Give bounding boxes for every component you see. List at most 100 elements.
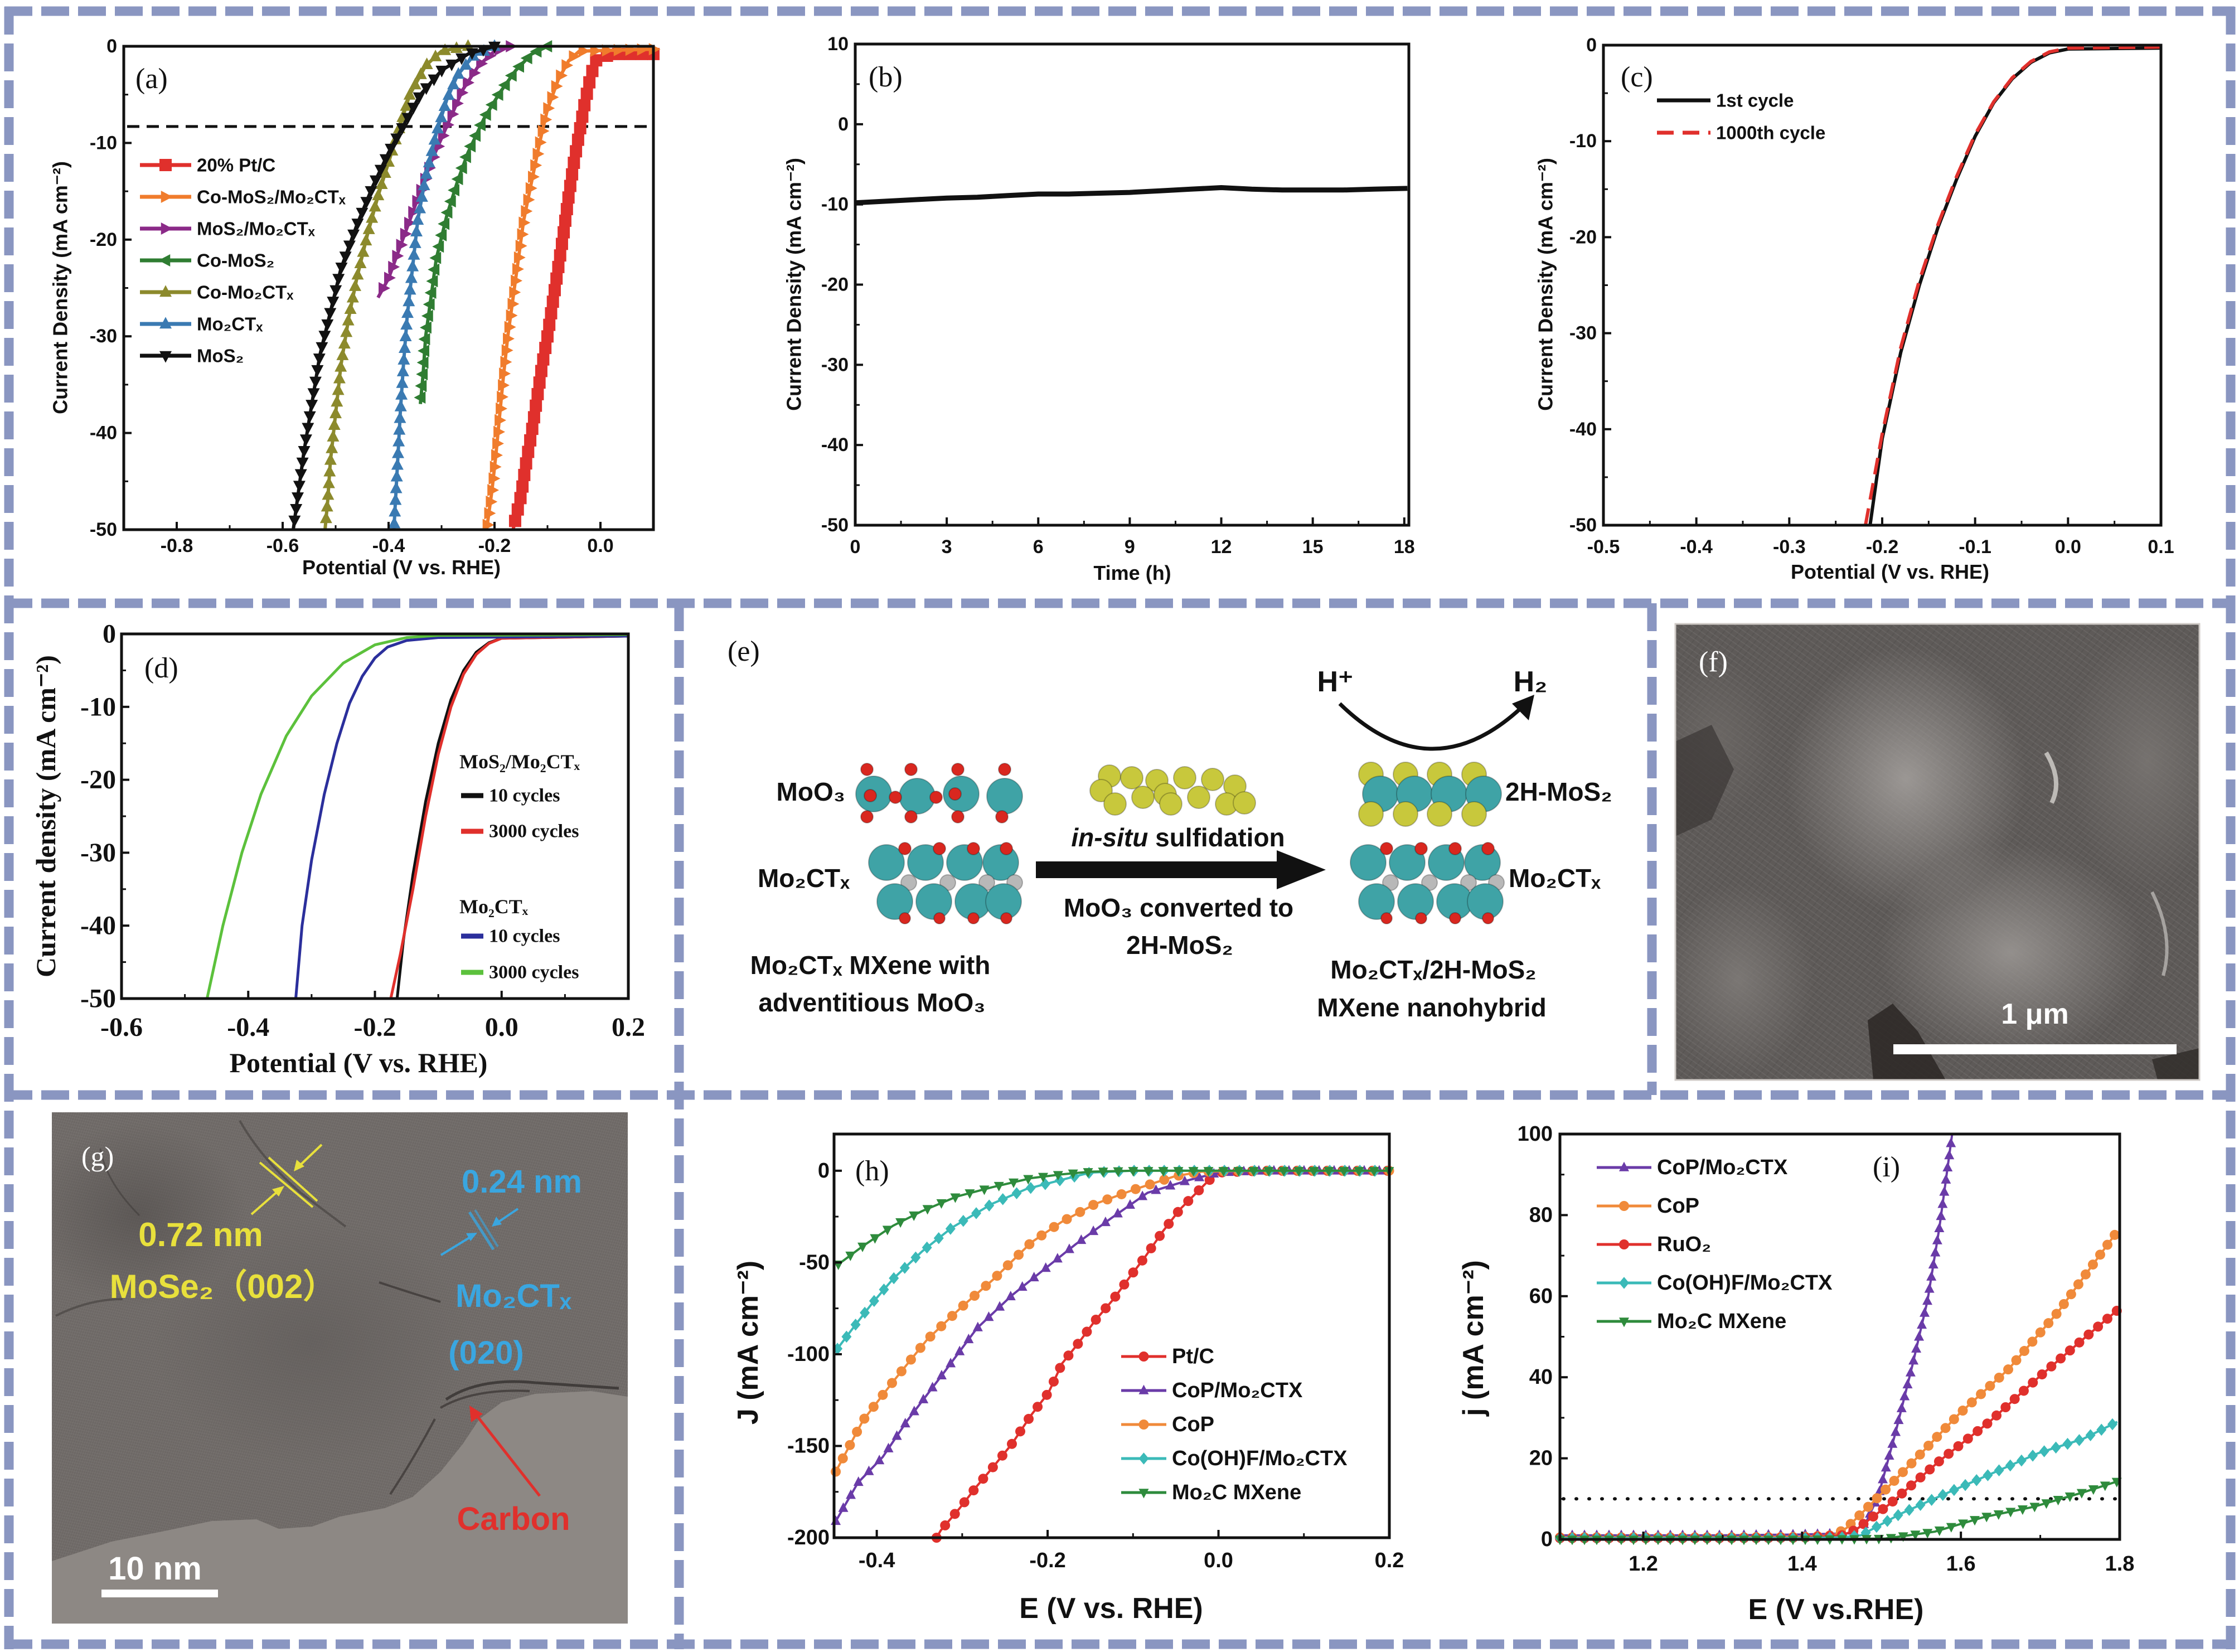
lattice-fringe — [239, 1120, 347, 1228]
oxygen-atom — [967, 842, 980, 855]
data-marker — [343, 240, 356, 253]
legend: CoP/Mo₂CTX CoP RuO₂ Co(OH)F/Mo₂CTX Mo₂C MXen… — [1597, 1156, 1833, 1333]
data-marker — [2080, 1269, 2091, 1280]
data-marker — [1928, 1259, 1938, 1269]
data-marker — [1023, 1175, 1034, 1185]
data-marker — [521, 205, 533, 217]
data-marker — [936, 1369, 947, 1380]
data-marker — [396, 376, 409, 388]
data-marker — [1138, 1489, 1149, 1499]
data-marker — [550, 272, 563, 285]
data-marker — [329, 406, 342, 419]
data-marker — [868, 1402, 879, 1412]
data-marker — [922, 1241, 932, 1254]
data-marker — [551, 80, 563, 93]
data-marker — [409, 77, 421, 90]
data-marker — [318, 331, 331, 343]
data-marker — [528, 171, 540, 183]
data-marker — [1973, 1426, 1983, 1436]
data-marker — [983, 1311, 994, 1321]
data-marker — [548, 284, 561, 297]
data-marker — [560, 203, 573, 216]
data-marker — [366, 211, 379, 223]
legend-label: 10 cycles — [489, 786, 560, 806]
data-marker — [968, 1485, 979, 1496]
data-marker — [424, 287, 437, 299]
legend-item: 3000 cycles — [461, 962, 579, 983]
data-marker — [432, 240, 444, 253]
data-marker — [2016, 1454, 2027, 1467]
left-caption-line-1: Mo₂CTₓ MXene with — [750, 951, 991, 980]
x-tick-label: 0.0 — [2055, 536, 2081, 558]
series-6 — [288, 41, 501, 530]
data-marker — [428, 263, 440, 276]
data-marker — [1887, 1496, 1898, 1507]
y-tick-label: 0 — [818, 1159, 830, 1183]
x-tick-label: 6 — [1033, 536, 1044, 558]
data-marker — [451, 173, 463, 186]
data-marker — [1354, 1167, 1364, 1177]
sulfur-atom — [1233, 791, 1256, 815]
panel-label: (i) — [1873, 1151, 1900, 1183]
panel-borders — [4, 6, 2236, 1649]
y-tick-label: -30 — [80, 838, 116, 868]
data-marker — [1887, 1438, 1898, 1448]
data-marker — [2043, 1318, 2054, 1329]
data-marker — [447, 77, 460, 90]
x-axis-label: Potential (V vs. RHE) — [230, 1047, 488, 1078]
y-tick-label: 0 — [103, 619, 116, 649]
data-marker — [2064, 1492, 2075, 1502]
data-marker — [559, 214, 571, 227]
data-marker — [1878, 1504, 1888, 1514]
data-marker — [356, 207, 369, 220]
data-marker — [984, 1199, 995, 1212]
series-0 — [1868, 46, 2162, 526]
data-marker — [452, 97, 464, 110]
data-marker — [344, 302, 357, 314]
data-marker — [580, 88, 593, 100]
data-marker — [1183, 1196, 1194, 1207]
data-marker — [307, 388, 320, 400]
data-marker — [1054, 1174, 1065, 1186]
data-marker — [1946, 1523, 1956, 1533]
data-marker — [360, 234, 372, 246]
data-marker — [1040, 1178, 1050, 1190]
y-tick-label: -10 — [821, 194, 849, 215]
x-tick-label: 0.0 — [485, 1012, 518, 1042]
data-marker — [958, 1214, 968, 1227]
data-marker — [1088, 1225, 1099, 1236]
x-axis-label: Time (h) — [1093, 561, 1171, 584]
data-marker — [423, 298, 435, 311]
series-line — [855, 185, 1408, 206]
lattice-line — [474, 1209, 499, 1248]
data-marker — [1937, 1489, 1948, 1501]
lattice-line — [468, 1211, 495, 1251]
x-tick-label: 9 — [1125, 536, 1135, 558]
data-marker — [508, 515, 521, 527]
data-marker — [2005, 1459, 2015, 1472]
data-marker — [429, 251, 442, 264]
data-marker — [296, 457, 309, 469]
data-marker — [339, 251, 352, 264]
data-marker — [518, 216, 531, 229]
x-tick-label: -0.4 — [859, 1549, 895, 1572]
data-marker — [392, 434, 405, 447]
data-marker — [418, 178, 430, 191]
data-marker — [1881, 1484, 1891, 1495]
data-marker — [1049, 1222, 1059, 1232]
data-marker — [294, 469, 307, 481]
data-marker — [500, 356, 512, 369]
lattice-line — [259, 1161, 314, 1208]
data-marker — [1055, 1363, 1065, 1373]
data-marker — [403, 294, 415, 307]
data-marker — [909, 1211, 919, 1221]
oxygen-atom — [951, 763, 965, 776]
data-marker — [586, 65, 599, 77]
data-marker — [927, 1382, 938, 1392]
data-marker — [541, 330, 554, 343]
data-marker — [1138, 1351, 1149, 1362]
legend-label: Mo₂CTₓ — [197, 314, 263, 335]
data-marker — [311, 365, 324, 377]
data-marker — [1902, 1379, 1913, 1389]
data-marker — [490, 461, 502, 473]
